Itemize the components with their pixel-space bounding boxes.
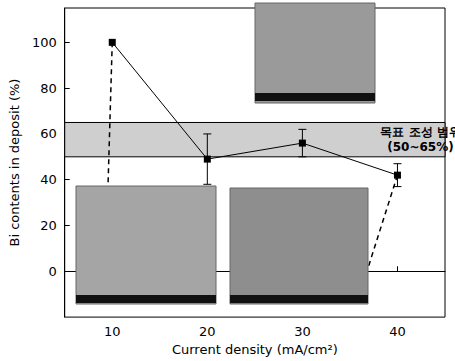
svg-text:80: 80 [40, 81, 57, 96]
svg-text:30: 30 [294, 324, 311, 339]
svg-text:60: 60 [40, 126, 57, 141]
svg-text:목표 조성 범위: 목표 조성 범위 [380, 125, 455, 139]
svg-text:40: 40 [40, 172, 57, 187]
svg-text:40: 40 [389, 324, 406, 339]
svg-text:0: 0 [48, 264, 56, 279]
svg-text:20: 20 [40, 218, 57, 233]
svg-text:20: 20 [199, 324, 216, 339]
svg-text:Current density (mA/cm²): Current density (mA/cm²) [172, 342, 338, 357]
svg-text:(50~65%): (50~65%) [387, 140, 453, 154]
svg-text:Bi contents in deposit (%): Bi contents in deposit (%) [7, 79, 22, 247]
svg-text:10: 10 [104, 324, 121, 339]
svg-text:100: 100 [32, 35, 57, 50]
